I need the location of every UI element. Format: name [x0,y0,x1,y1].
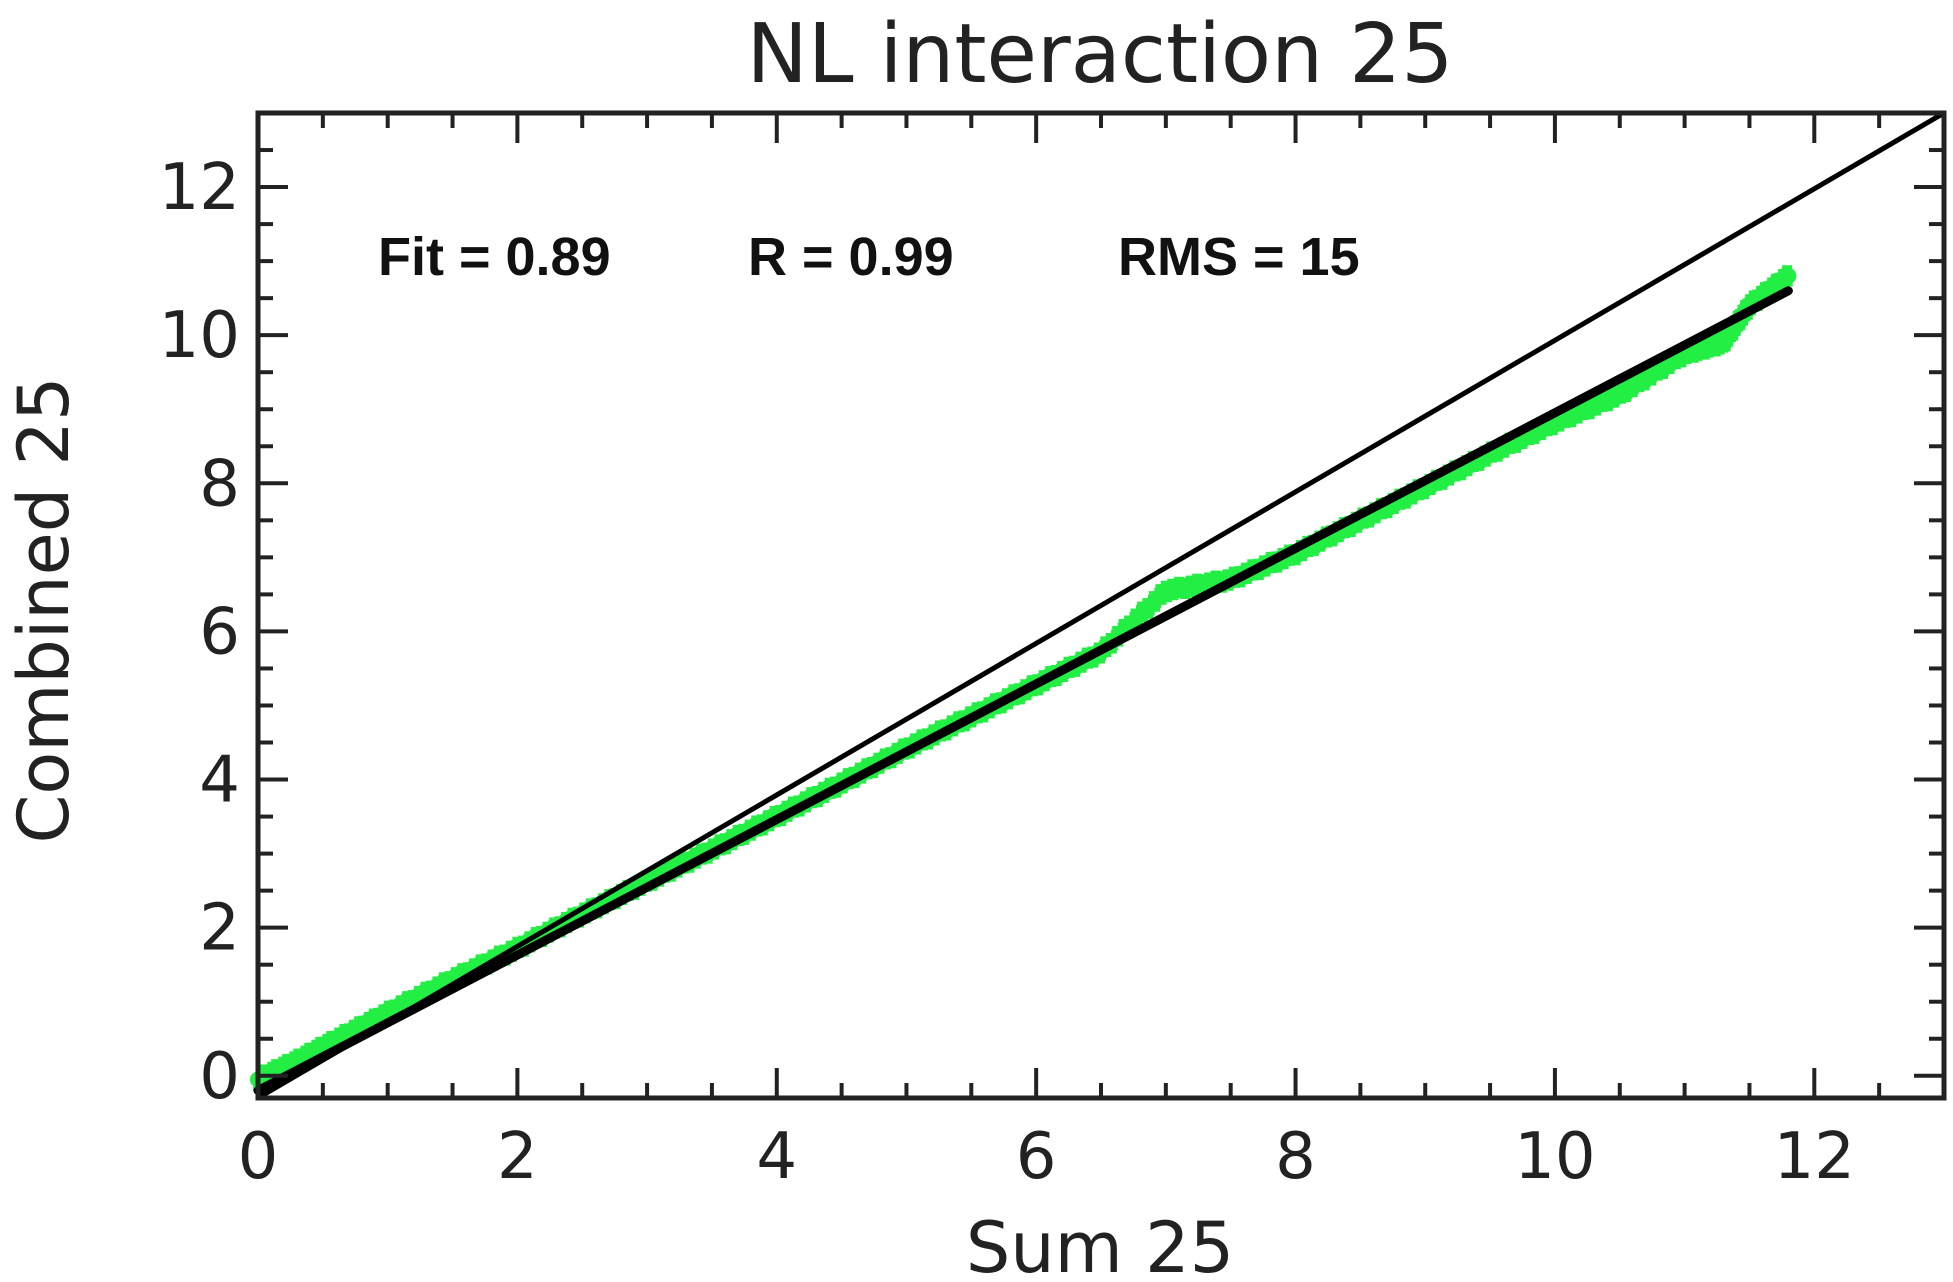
x-tick-label: 10 [1514,1120,1595,1194]
y-tick-label: 10 [159,299,240,373]
y-tick-label: 2 [199,892,240,966]
line-layer [253,110,1947,1101]
x-tick-label: 6 [1016,1120,1057,1194]
y-tick-label: 8 [199,447,240,521]
y-axis-label: Combined 25 [3,377,85,844]
x-tick-label: 8 [1275,1120,1316,1194]
annotation-rms: RMS = 15 [1118,227,1360,287]
fit-line [253,286,1793,1096]
x-tick-label: 4 [756,1120,797,1194]
tick-layer: 0 2 4 6 8 10 12 0 2 4 6 8 10 12 [159,111,1946,1194]
y-tick-label: 6 [199,595,240,669]
y-tick-label: 0 [199,1040,240,1114]
scatter-point [1780,267,1797,284]
x-tick-label: 12 [1774,1120,1855,1194]
chart-title: NL interaction 25 [747,7,1454,102]
x-tick-label: 2 [497,1120,538,1194]
one-to-one-line [255,110,1947,1101]
scatter-point [1715,334,1732,351]
scatter-point [1157,582,1174,599]
x-axis-label: Sum 25 [966,1207,1234,1282]
x-tick-label: 0 [238,1120,279,1194]
scatter-point [1611,386,1628,403]
annotation-r: R = 0.99 [748,227,954,287]
annotation-fit: Fit = 0.89 [378,227,611,287]
y-tick-label: 12 [159,151,240,225]
y-tick-label: 4 [199,744,240,818]
